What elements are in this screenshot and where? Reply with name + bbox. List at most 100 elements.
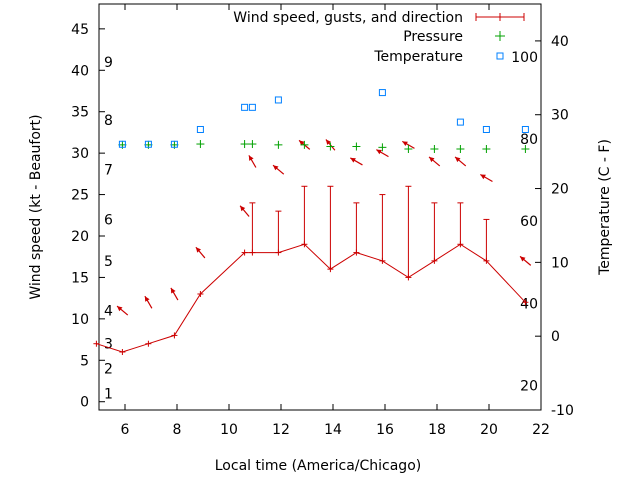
temperature-point (521, 125, 529, 133)
wind-direction-arrow (376, 149, 389, 158)
temperature-point (241, 103, 249, 111)
beaufort-label: 8 (104, 113, 113, 129)
wind-direction-arrow (519, 255, 532, 266)
legend-label-temperature: Temperature (373, 49, 463, 65)
beaufort-label: 9 (104, 55, 113, 71)
pressure-point (456, 145, 465, 153)
wind-arrow-head (429, 156, 435, 163)
wind-arrow-head (248, 155, 254, 161)
y-axis-label: Wind speed (kt - Beaufort) (28, 114, 44, 299)
wind-direction-arrow (144, 295, 153, 309)
wind-speed-line (96, 243, 526, 353)
fahrenheit-label: 100 (511, 50, 538, 66)
pressure-point (300, 140, 309, 149)
fahrenheit-label: 80 (520, 132, 538, 148)
legend: Wind speed, gusts, and direction Pressur… (233, 10, 525, 65)
wind-direction-arrow (239, 205, 250, 217)
plot-border (98, 3, 542, 411)
pressure-series (118, 140, 530, 153)
pressure-point (404, 145, 413, 153)
pressure-point (352, 142, 361, 151)
temperature-point (144, 140, 152, 148)
x-tick-label: 10 (220, 422, 238, 438)
pressure-point (274, 140, 283, 149)
temperature-point (378, 89, 386, 97)
pressure-point (240, 140, 249, 149)
wind-arrow-head (376, 149, 382, 155)
axes: 6 8 10 12 14 16 18 20 22051015202530354045-10010… (71, 3, 574, 438)
x-tick-label: 20 (480, 422, 498, 438)
wind-arrow-head (299, 140, 305, 146)
temperature-point (482, 125, 490, 133)
wind-direction-arrow (248, 155, 257, 168)
y2-tick-label: -10 (551, 403, 574, 419)
beaufort-label: 6 (104, 212, 113, 228)
x-tick-label: 22 (532, 422, 550, 438)
pressure-point (482, 145, 491, 153)
wind-arrow-head (117, 306, 123, 312)
legend-swatch-wind (475, 13, 525, 21)
y-tick-label: 35 (71, 105, 89, 121)
pressure-point (248, 140, 257, 149)
y2-tick-label: 10 (551, 255, 569, 271)
y2-tick-label: 20 (551, 182, 569, 198)
legend-label-wind: Wind speed, gusts, and direction (233, 10, 463, 26)
y-tick-label: 10 (71, 312, 89, 328)
wind-arrow-head (480, 174, 486, 180)
x-tick-label: 16 (376, 422, 394, 438)
x-tick-label: 8 (173, 422, 182, 438)
y-tick-label: 45 (71, 22, 89, 38)
wind-arrow-head (520, 256, 526, 262)
beaufort-scale: 1 2 3 4 5 6 7 8 9 (104, 55, 113, 402)
wind-arrow-head (325, 139, 331, 145)
wind-arrow-head (170, 287, 176, 294)
wind-direction-arrow (428, 156, 441, 167)
beaufort-label: 1 (104, 386, 113, 402)
wind-arrow-head (350, 157, 356, 163)
fahrenheit-label: 40 (520, 297, 538, 313)
legend-label-pressure: Pressure (403, 29, 463, 45)
y-tick-label: 20 (71, 229, 89, 245)
y-tick-label: 0 (80, 395, 89, 411)
temperature-point (274, 96, 282, 104)
temperature-point (196, 125, 204, 133)
y-tick-label: 5 (80, 353, 89, 369)
y-tick-label: 25 (71, 188, 89, 204)
x-tick-label: 14 (324, 422, 342, 438)
temperature-point (456, 118, 464, 126)
wind-direction-arrow (480, 173, 493, 183)
y2-tick-label: 30 (551, 108, 569, 124)
y-tick-label: 30 (71, 146, 89, 162)
fahrenheit-scale: 20 40 60 80 100 (511, 50, 538, 394)
pressure-point (521, 145, 530, 153)
temperature-series (118, 89, 529, 148)
wind-direction-arrow (170, 287, 179, 301)
temperature-point (170, 140, 178, 148)
legend-swatch-pressure (495, 31, 505, 41)
pressure-point (430, 145, 439, 153)
fahrenheit-label: 20 (520, 379, 538, 395)
wind-direction-arrow (350, 157, 363, 166)
wind-arrow-head (273, 165, 279, 171)
beaufort-label: 7 (104, 163, 113, 179)
beaufort-label: 3 (104, 337, 113, 353)
x-tick-label: 6 (121, 422, 130, 438)
wind-arrow-head (144, 296, 150, 302)
x-tick-label: 12 (272, 422, 290, 438)
y-tick-label: 40 (71, 63, 89, 79)
beaufort-label: 2 (104, 362, 113, 378)
x-axis-label: Local time (America/Chicago) (215, 458, 421, 474)
wind-arrow-head (195, 247, 201, 253)
y2-axis-label: Temperature (C - F) (597, 139, 613, 276)
wind-arrow-head (402, 141, 408, 146)
y2-tick-label: 0 (551, 329, 560, 345)
y2-tick-label: 40 (551, 34, 569, 50)
legend-swatch-temperature (496, 52, 504, 60)
pressure-point (378, 143, 387, 152)
temperature-point (248, 103, 256, 111)
y-tick-label: 15 (71, 270, 89, 286)
beaufort-label: 5 (104, 254, 113, 270)
beaufort-label: 4 (104, 304, 113, 320)
wind-direction-arrow (195, 246, 206, 259)
